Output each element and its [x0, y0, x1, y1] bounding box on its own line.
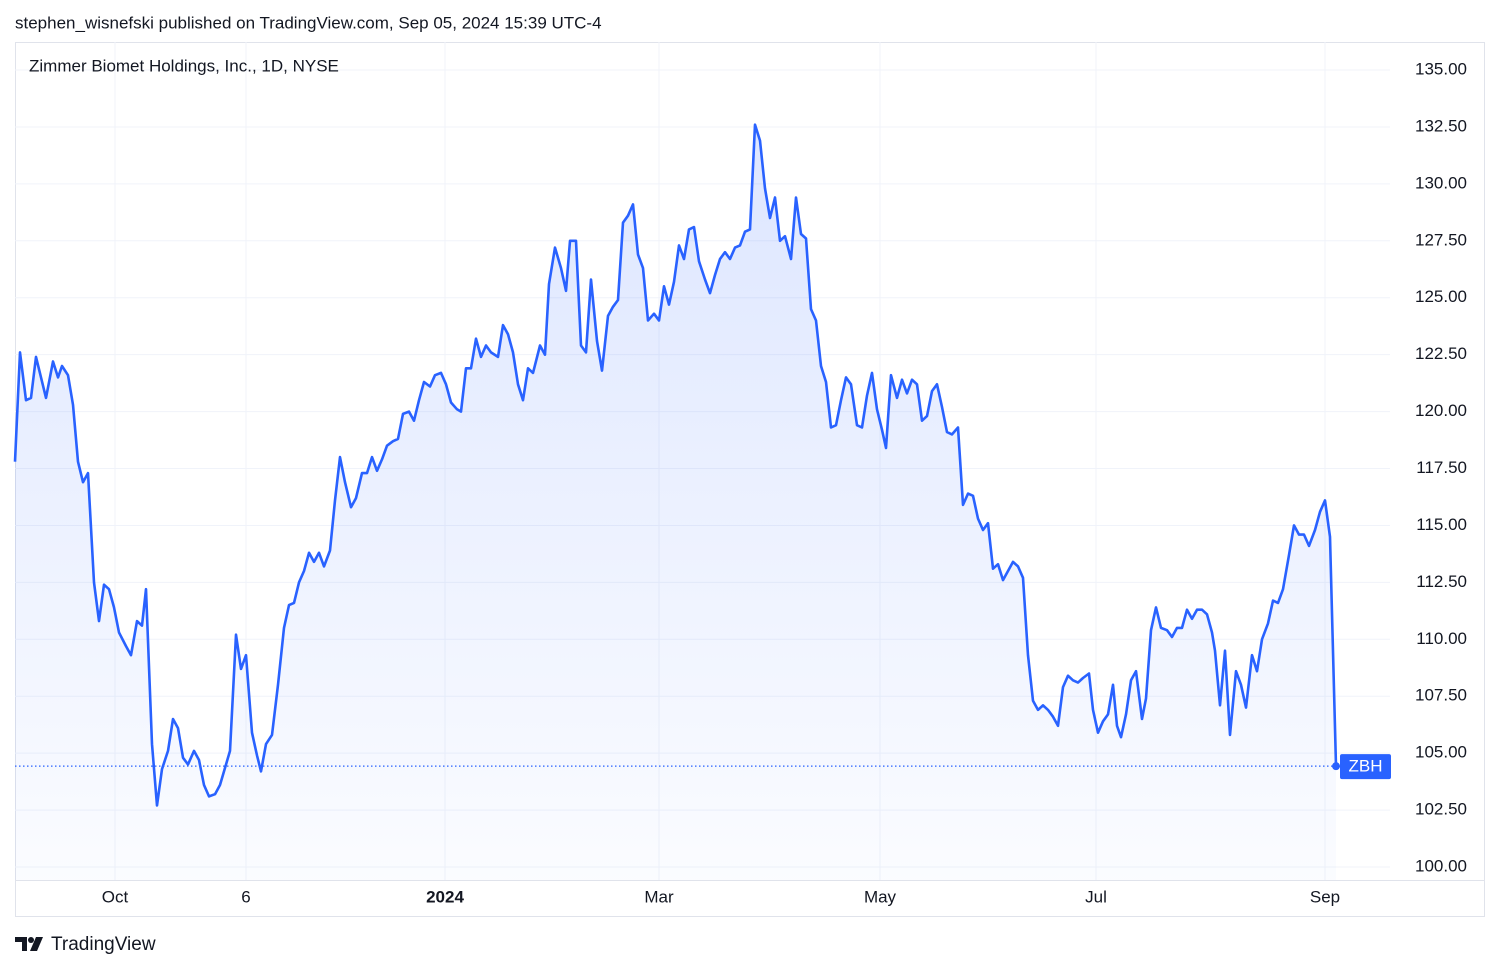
x-tick-label: Sep	[1310, 887, 1340, 906]
y-tick-label: 130.00	[1415, 173, 1467, 192]
y-tick-label: 102.50	[1415, 800, 1467, 819]
y-tick-label: 125.00	[1415, 287, 1467, 306]
y-tick-label: 110.00	[1416, 629, 1467, 648]
logo-mark	[28, 937, 34, 943]
header: stephen_wisnefski published on TradingVi…	[15, 13, 602, 32]
area	[15, 124, 1336, 880]
x-tick-label: Mar	[644, 887, 674, 906]
y-tick-label: 100.00	[1415, 857, 1467, 876]
y-tick-label: 127.50	[1415, 230, 1467, 249]
price-line	[13, 123, 1338, 807]
legend-badge	[1340, 754, 1391, 780]
y-tick-label: 105.00	[1415, 743, 1467, 762]
y-tick-label: 107.50	[1415, 686, 1467, 705]
logo-mark	[15, 937, 27, 951]
footer-brand: TradingView	[51, 934, 156, 955]
x-tick-label: Oct	[102, 887, 129, 906]
y-tick-label: 135.00	[1415, 59, 1467, 78]
x-tick-label: 6	[241, 887, 250, 906]
logo-mark	[30, 937, 43, 951]
y-tick-label: 132.50	[1415, 116, 1467, 135]
last-point	[1332, 762, 1340, 771]
y-tick-label: 117.50	[1416, 458, 1467, 477]
y-tick-label: 122.50	[1415, 344, 1467, 363]
x-tick-label: May	[864, 887, 897, 906]
y-tick-label: 115.00	[1416, 515, 1467, 534]
x-tick-label: Jul	[1085, 887, 1107, 906]
plot	[13, 123, 1340, 880]
y-tick-label: 112.50	[1416, 572, 1467, 591]
footer-logo	[15, 937, 43, 951]
chart-title: Zimmer Biomet Holdings, Inc., 1D, NYSE	[29, 56, 339, 75]
legend-label: ZBH	[1349, 757, 1383, 776]
y-tick-label: 120.00	[1415, 401, 1467, 420]
x-tick-label: 2024	[426, 887, 464, 906]
